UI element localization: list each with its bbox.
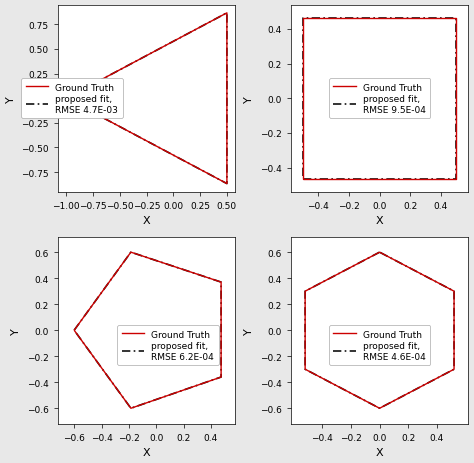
Legend: Ground Truth, proposed fit,
RMSE 4.7E-03: Ground Truth, proposed fit, RMSE 4.7E-03 [21,79,123,119]
Y-axis label: Y: Y [244,327,254,334]
Y-axis label: Y: Y [11,327,21,334]
X-axis label: X: X [143,447,150,457]
Y-axis label: Y: Y [6,96,16,102]
X-axis label: X: X [376,447,383,457]
Y-axis label: Y: Y [245,96,255,102]
X-axis label: X: X [376,216,383,226]
Legend: Ground Truth, proposed fit,
RMSE 4.6E-04: Ground Truth, proposed fit, RMSE 4.6E-04 [329,325,430,365]
Legend: Ground Truth, proposed fit,
RMSE 6.2E-04: Ground Truth, proposed fit, RMSE 6.2E-04 [117,325,219,365]
Legend: Ground Truth, proposed fit,
RMSE 9.5E-04: Ground Truth, proposed fit, RMSE 9.5E-04 [329,79,430,119]
X-axis label: X: X [143,216,150,226]
